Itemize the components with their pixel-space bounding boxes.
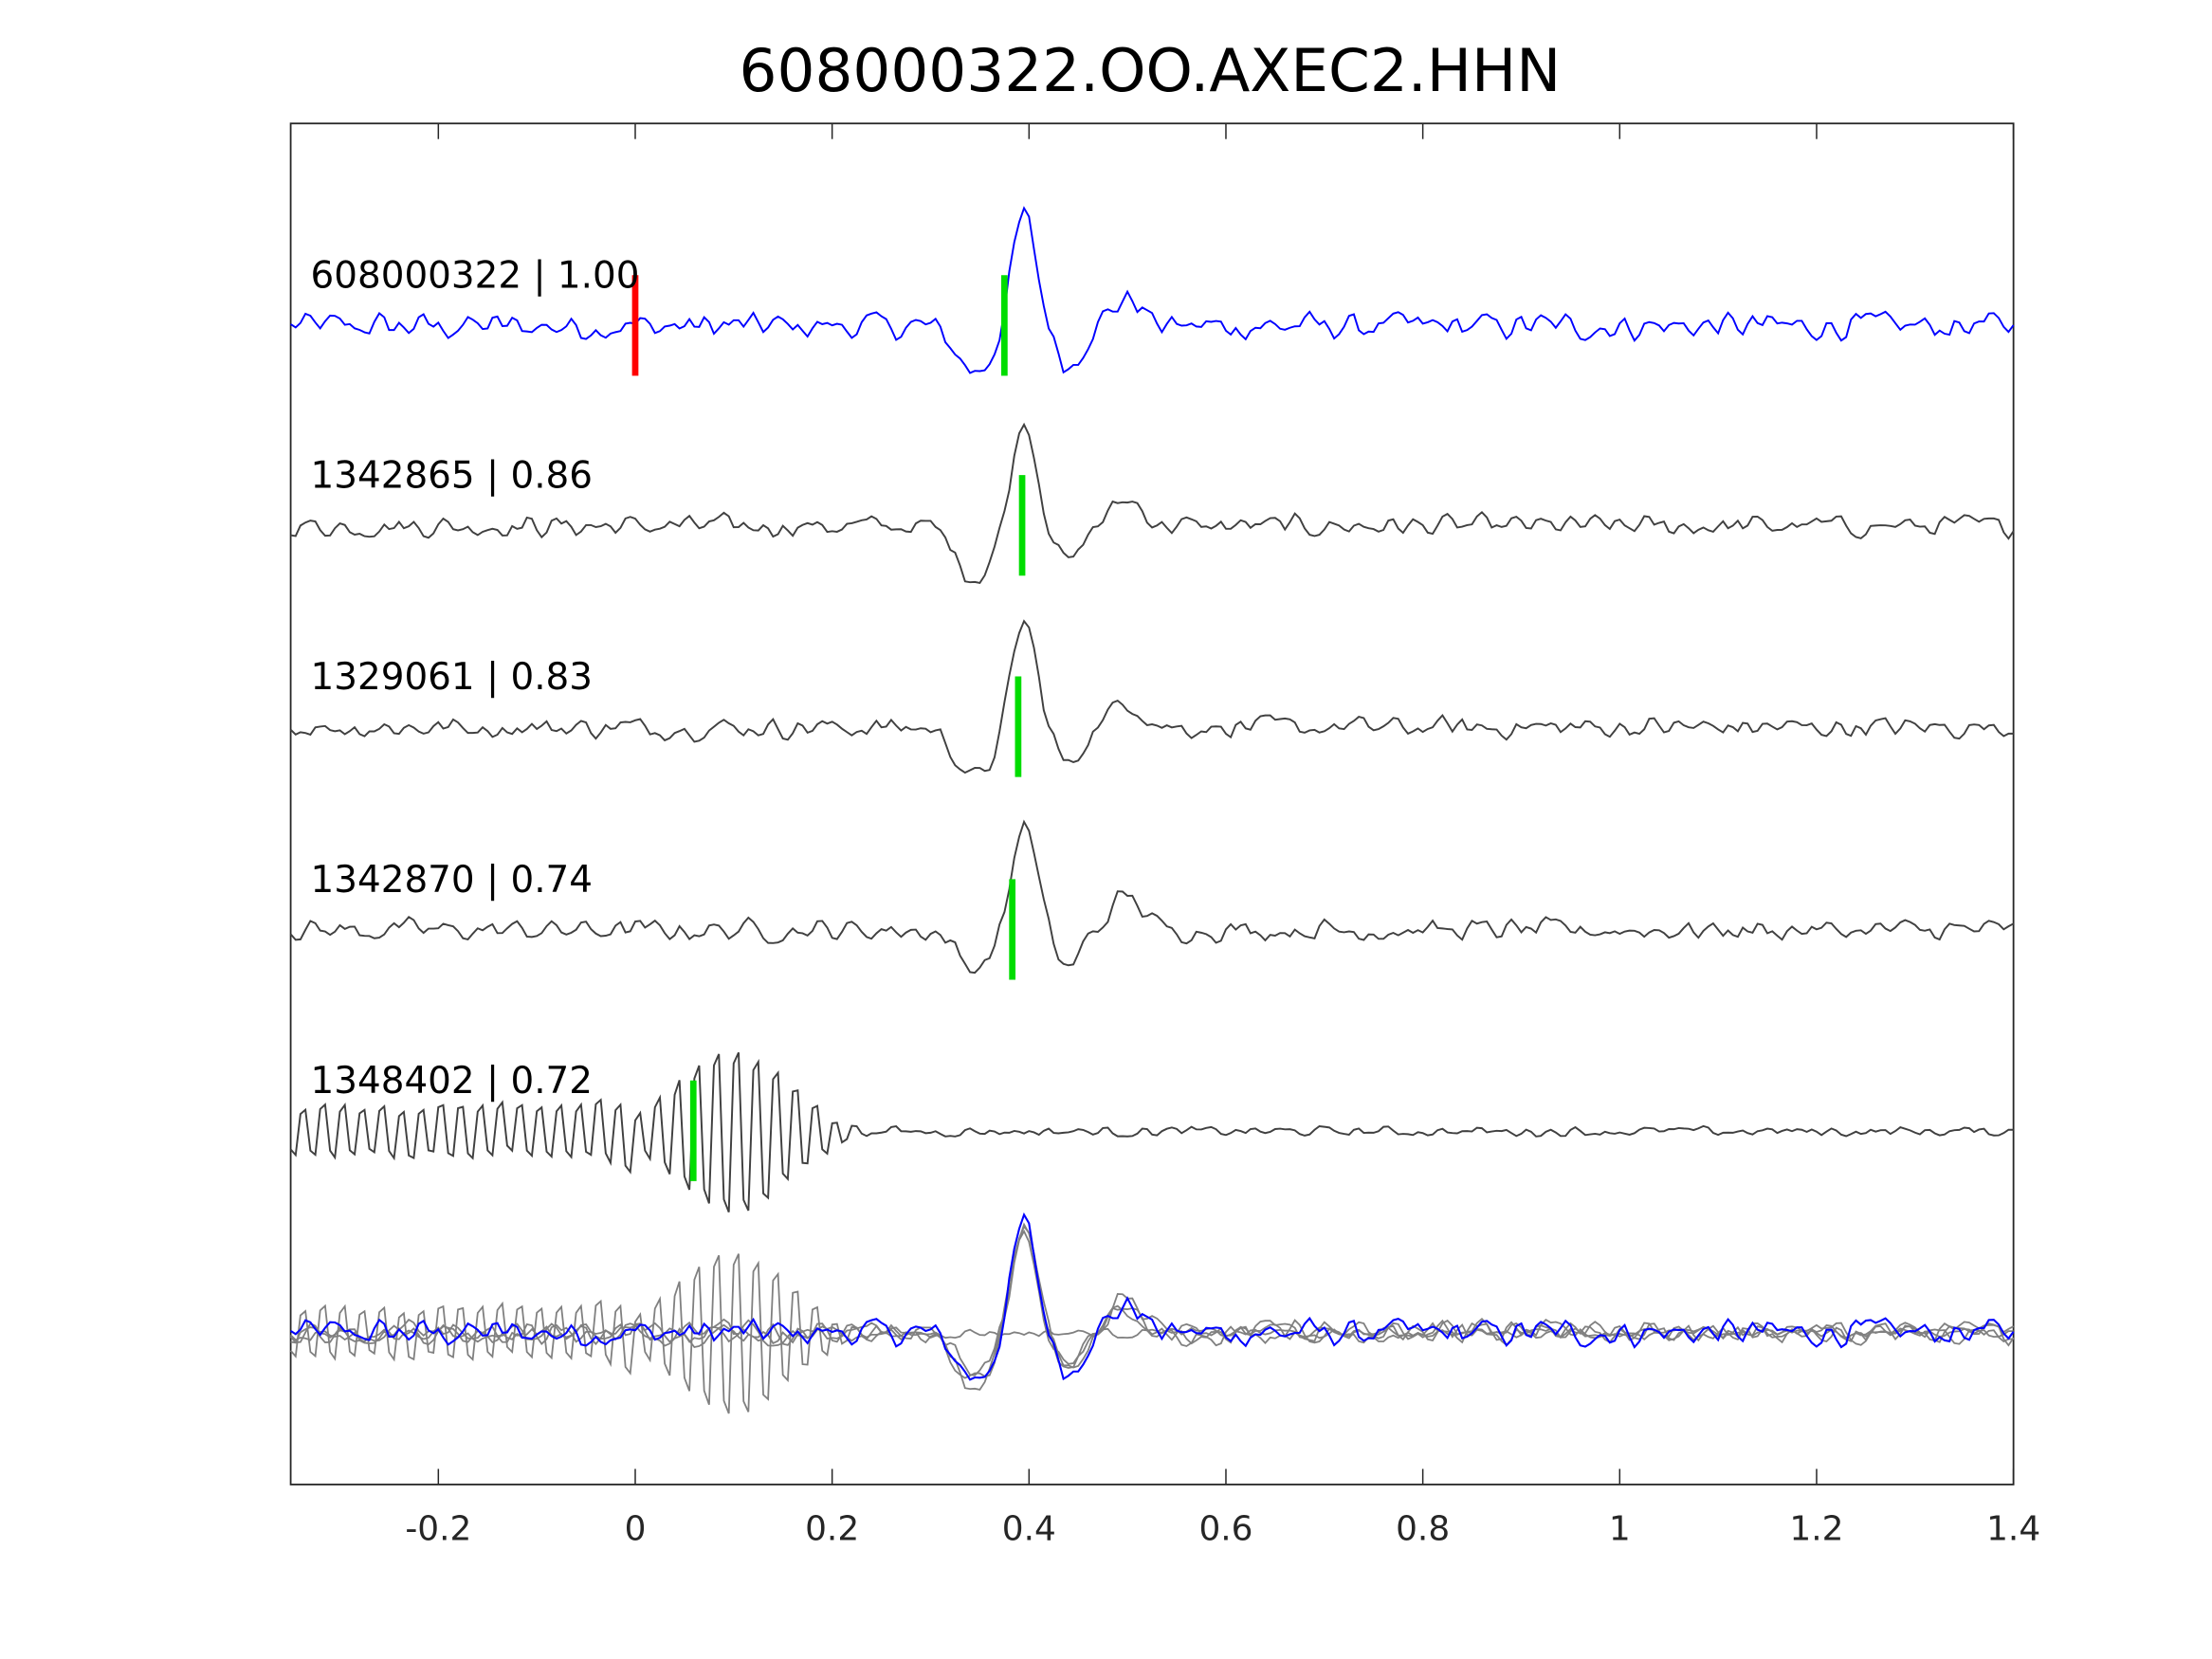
x-tick-label: 0: [625, 1509, 647, 1548]
x-tick-label: 1: [1609, 1509, 1631, 1548]
x-tick-label: 1.2: [1789, 1509, 1843, 1548]
x-tick-label: 0.8: [1396, 1509, 1450, 1548]
trace-1342870: [289, 819, 2015, 975]
stack-trace-1342865: [290, 1229, 2015, 1391]
x-tick-label: 1.4: [1986, 1509, 2040, 1548]
x-tick-label: -0.2: [405, 1509, 471, 1548]
trace-label: 1329061 | 0.83: [311, 656, 594, 699]
trace-608000322: [290, 206, 2015, 374]
trace-label: 1342865 | 0.86: [311, 455, 594, 498]
x-axis: -0.2 0 0.2 0.4 0.6 0.8 1 1.2 1.4: [405, 123, 2040, 1548]
stack-trace-608000322: [290, 1212, 2015, 1381]
trace-labels: 608000322 | 1.00 1342865 | 0.86 1329061 | …: [311, 255, 640, 1103]
stack-trace-1348402: [289, 1253, 2014, 1414]
x-tick-label: 0.6: [1198, 1509, 1252, 1548]
trace-label: 608000322 | 1.00: [311, 255, 640, 298]
trace-label: 1348402 | 0.72: [311, 1060, 594, 1103]
traces: [289, 206, 2015, 1414]
plot-frame: [289, 122, 2015, 1486]
trace-1342865: [290, 422, 2015, 585]
x-tick-label: 0.2: [805, 1509, 859, 1548]
trace-label: 1342870 | 0.74: [311, 859, 594, 902]
trace-1348402: [289, 1051, 2014, 1212]
stack-trace-1342870: [289, 1222, 2015, 1376]
x-tick-label: 0.4: [1002, 1509, 1056, 1548]
trace-1329061: [289, 619, 2014, 775]
chart-title: 608000322.OO.AXEC2.HHN: [740, 36, 1562, 105]
